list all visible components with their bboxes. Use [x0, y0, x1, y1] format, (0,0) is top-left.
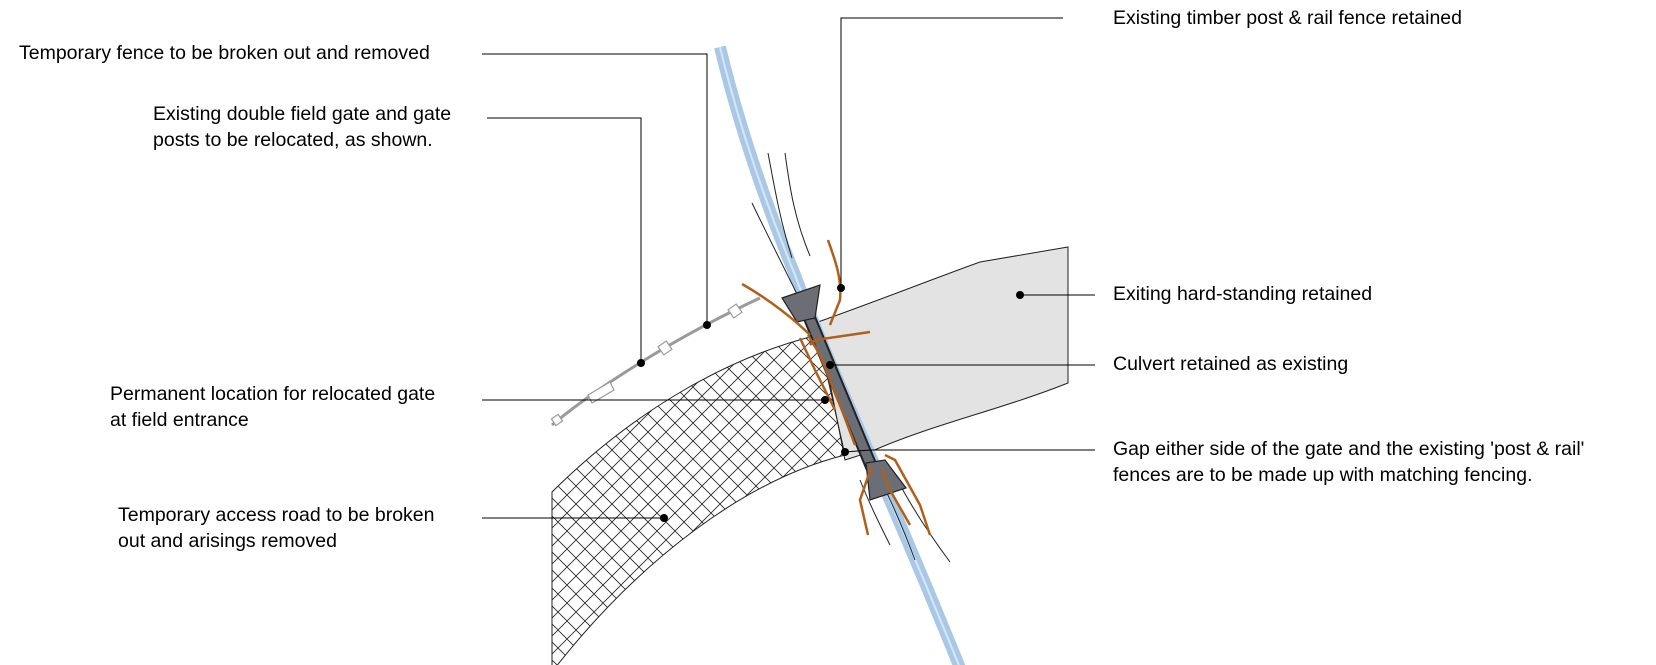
label-gate-relocate-line1: Existing double field gate and gate [153, 103, 452, 125]
label-permanent-gate: Permanent location for relocated gate at… [110, 381, 435, 433]
label-permanent-gate-line1: Permanent location for relocated gate [110, 383, 436, 405]
label-gap-fencing: Gap either side of the gate and the exis… [1113, 436, 1584, 488]
label-gate-relocate: Existing double field gate and gate post… [153, 101, 451, 153]
post-and-rail-fence [741, 239, 932, 536]
leader-lines [482, 17, 1095, 519]
leader-dots [637, 284, 1024, 522]
label-temporary-fence: Temporary fence to be broken out and rem… [19, 42, 430, 64]
label-timber-fence: Existing timber post & rail fence retain… [1113, 7, 1463, 29]
hard-standing-area [817, 246, 1069, 461]
label-temporary-road-line2: out and arisings removed [118, 530, 337, 552]
label-gap-fencing-line2: fences are to be made up with matching f… [1113, 464, 1533, 486]
label-permanent-gate-line2: at field entrance [110, 409, 249, 431]
label-gap-fencing-line1: Gap either side of the gate and the exis… [1113, 438, 1585, 460]
label-temporary-road: Temporary access road to be broken out a… [118, 502, 435, 554]
temporary-access-road [551, 334, 846, 665]
label-gate-relocate-line2: posts to be relocated, as shown. [153, 129, 433, 151]
label-temporary-road-line1: Temporary access road to be broken [118, 504, 435, 526]
label-culvert: Culvert retained as existing [1113, 353, 1349, 375]
label-hard-standing: Exiting hard-standing retained [1113, 283, 1373, 305]
